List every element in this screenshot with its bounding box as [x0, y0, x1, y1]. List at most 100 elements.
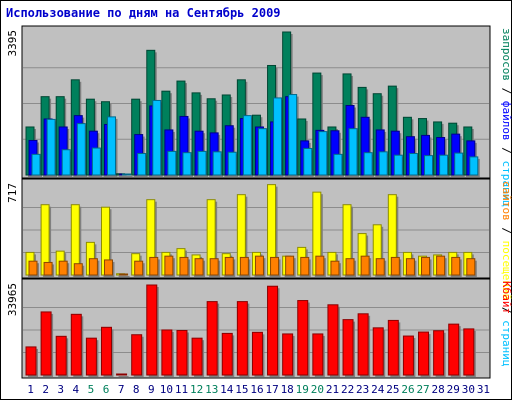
bar-Кбайт-day-16 [251, 331, 265, 377]
bar-страниц-day-10 [167, 150, 178, 177]
bar-страниц-day-1 [31, 153, 42, 177]
legend-entry: страниц [500, 320, 512, 366]
bar-Кбайт-day-2 [40, 311, 54, 377]
day-label-25: 25 [386, 383, 399, 396]
legend-entry: страниц [500, 160, 512, 206]
bar-страниц-day-12 [197, 150, 209, 177]
bar-страниц-day-9 [152, 99, 163, 177]
bar-Кбайт-day-19 [297, 300, 310, 377]
day-label-5: 5 [88, 383, 95, 396]
bar-страниц-day-17 [273, 97, 284, 177]
legend-entry: сайтов [500, 181, 512, 221]
bar-страниц-day-25 [393, 154, 405, 177]
day-label-16: 16 [250, 383, 263, 396]
bar-сайтов-day-14 [224, 256, 236, 277]
bar-страниц-day-27 [424, 155, 435, 177]
day-label-8: 8 [133, 383, 140, 396]
day-label-26: 26 [401, 383, 414, 396]
bar-сайтов-day-8 [134, 260, 145, 277]
legend-entry: запросов [500, 28, 512, 81]
day-label-20: 20 [311, 383, 324, 396]
bar-Кбайт-day-14 [221, 332, 235, 377]
bar-Кбайт-day-26 [402, 335, 416, 377]
bar-страниц-day-8 [137, 153, 148, 177]
bar-сайтов-day-10 [164, 255, 175, 277]
bar-Кбайт-day-28 [433, 330, 446, 377]
bar-сайтов-day-23 [360, 255, 372, 277]
day-label-17: 17 [265, 383, 278, 396]
day-label-18: 18 [281, 383, 294, 396]
day-label-31: 31 [477, 383, 490, 396]
legend-entry: Кбайт [500, 281, 512, 314]
bar-Кбайт-day-1 [25, 346, 38, 377]
day-label-1: 1 [27, 383, 34, 396]
legend-separator: / [500, 81, 512, 101]
bar-Кбайт-day-6 [100, 326, 114, 377]
legend-separator: / [500, 141, 512, 161]
day-label-24: 24 [371, 383, 385, 396]
bar-страниц-day-11 [182, 152, 193, 177]
panel-2-legend: сайтов / посещений / страниц [500, 181, 512, 366]
bar-Кбайт-day-21 [327, 304, 340, 377]
panel-3-legend: Кбайт [500, 281, 512, 314]
bar-страниц-day-29 [454, 152, 465, 177]
bar-Кбайт-day-11 [176, 329, 189, 377]
bar-Кбайт-day-17 [267, 285, 280, 377]
bar-страниц-day-13 [212, 151, 224, 177]
bar-сайтов-day-3 [58, 260, 70, 277]
bar-сайтов-day-2 [43, 261, 55, 277]
day-label-13: 13 [205, 383, 218, 396]
bar-страниц-day-4 [76, 123, 88, 177]
day-label-28: 28 [432, 383, 445, 396]
bar-сайтов-day-30 [466, 258, 477, 277]
day-label-6: 6 [103, 383, 110, 396]
day-label-2: 2 [42, 383, 49, 396]
bar-страниц-day-6 [106, 116, 118, 177]
bar-сайтов-day-28 [436, 255, 447, 277]
bar-Кбайт-day-9 [146, 284, 159, 377]
bar-сайтов-day-7 [119, 273, 130, 277]
bar-сайтов-day-26 [405, 258, 417, 277]
bar-Кбайт-day-12 [191, 337, 205, 377]
bar-сайтов-day-16 [254, 255, 266, 277]
bar-страниц-day-5 [91, 147, 103, 177]
bar-сайтов-day-4 [73, 263, 85, 277]
day-label-7: 7 [118, 383, 125, 396]
bar-Кбайт-day-30 [463, 328, 476, 377]
bar-Кбайт-day-4 [70, 313, 84, 377]
bar-страниц-day-30 [469, 156, 480, 177]
bar-сайтов-day-24 [375, 258, 387, 277]
day-label-4: 4 [73, 383, 80, 396]
bar-страниц-day-16 [257, 128, 269, 177]
bar-Кбайт-day-5 [85, 337, 99, 377]
bar-страниц-day-26 [408, 153, 420, 177]
bar-сайтов-day-27 [421, 256, 432, 277]
bar-сайтов-day-13 [209, 258, 221, 277]
bar-страниц-day-18 [288, 94, 299, 177]
bar-Кбайт-day-23 [357, 313, 371, 377]
legend-separator: / [500, 221, 512, 241]
day-label-11: 11 [175, 383, 188, 396]
day-label-15: 15 [235, 383, 248, 396]
bar-сайтов-day-6 [103, 259, 115, 277]
day-label-21: 21 [326, 383, 339, 396]
legend-entry: посещений [500, 241, 512, 301]
bar-страниц-day-20 [318, 131, 329, 177]
bar-Кбайт-day-7 [116, 373, 129, 377]
bar-сайтов-day-20 [315, 255, 326, 277]
bar-Кбайт-day-25 [387, 319, 401, 377]
panel-1-legend: запросов / файлов / страниц [500, 28, 512, 207]
bar-сайтов-day-1 [28, 260, 39, 277]
day-label-14: 14 [220, 383, 234, 396]
bar-сайтов-day-18 [285, 255, 296, 277]
panel-3-ymax-label: 33965 [6, 283, 19, 316]
day-label-9: 9 [148, 383, 155, 396]
bar-страниц-day-24 [378, 151, 390, 177]
bar-Кбайт-day-15 [236, 301, 250, 377]
bar-сайтов-day-12 [194, 258, 206, 277]
bar-сайтов-day-9 [149, 256, 160, 277]
day-label-12: 12 [190, 383, 203, 396]
bar-Кбайт-day-22 [342, 319, 356, 377]
bar-Кбайт-day-8 [131, 334, 144, 377]
